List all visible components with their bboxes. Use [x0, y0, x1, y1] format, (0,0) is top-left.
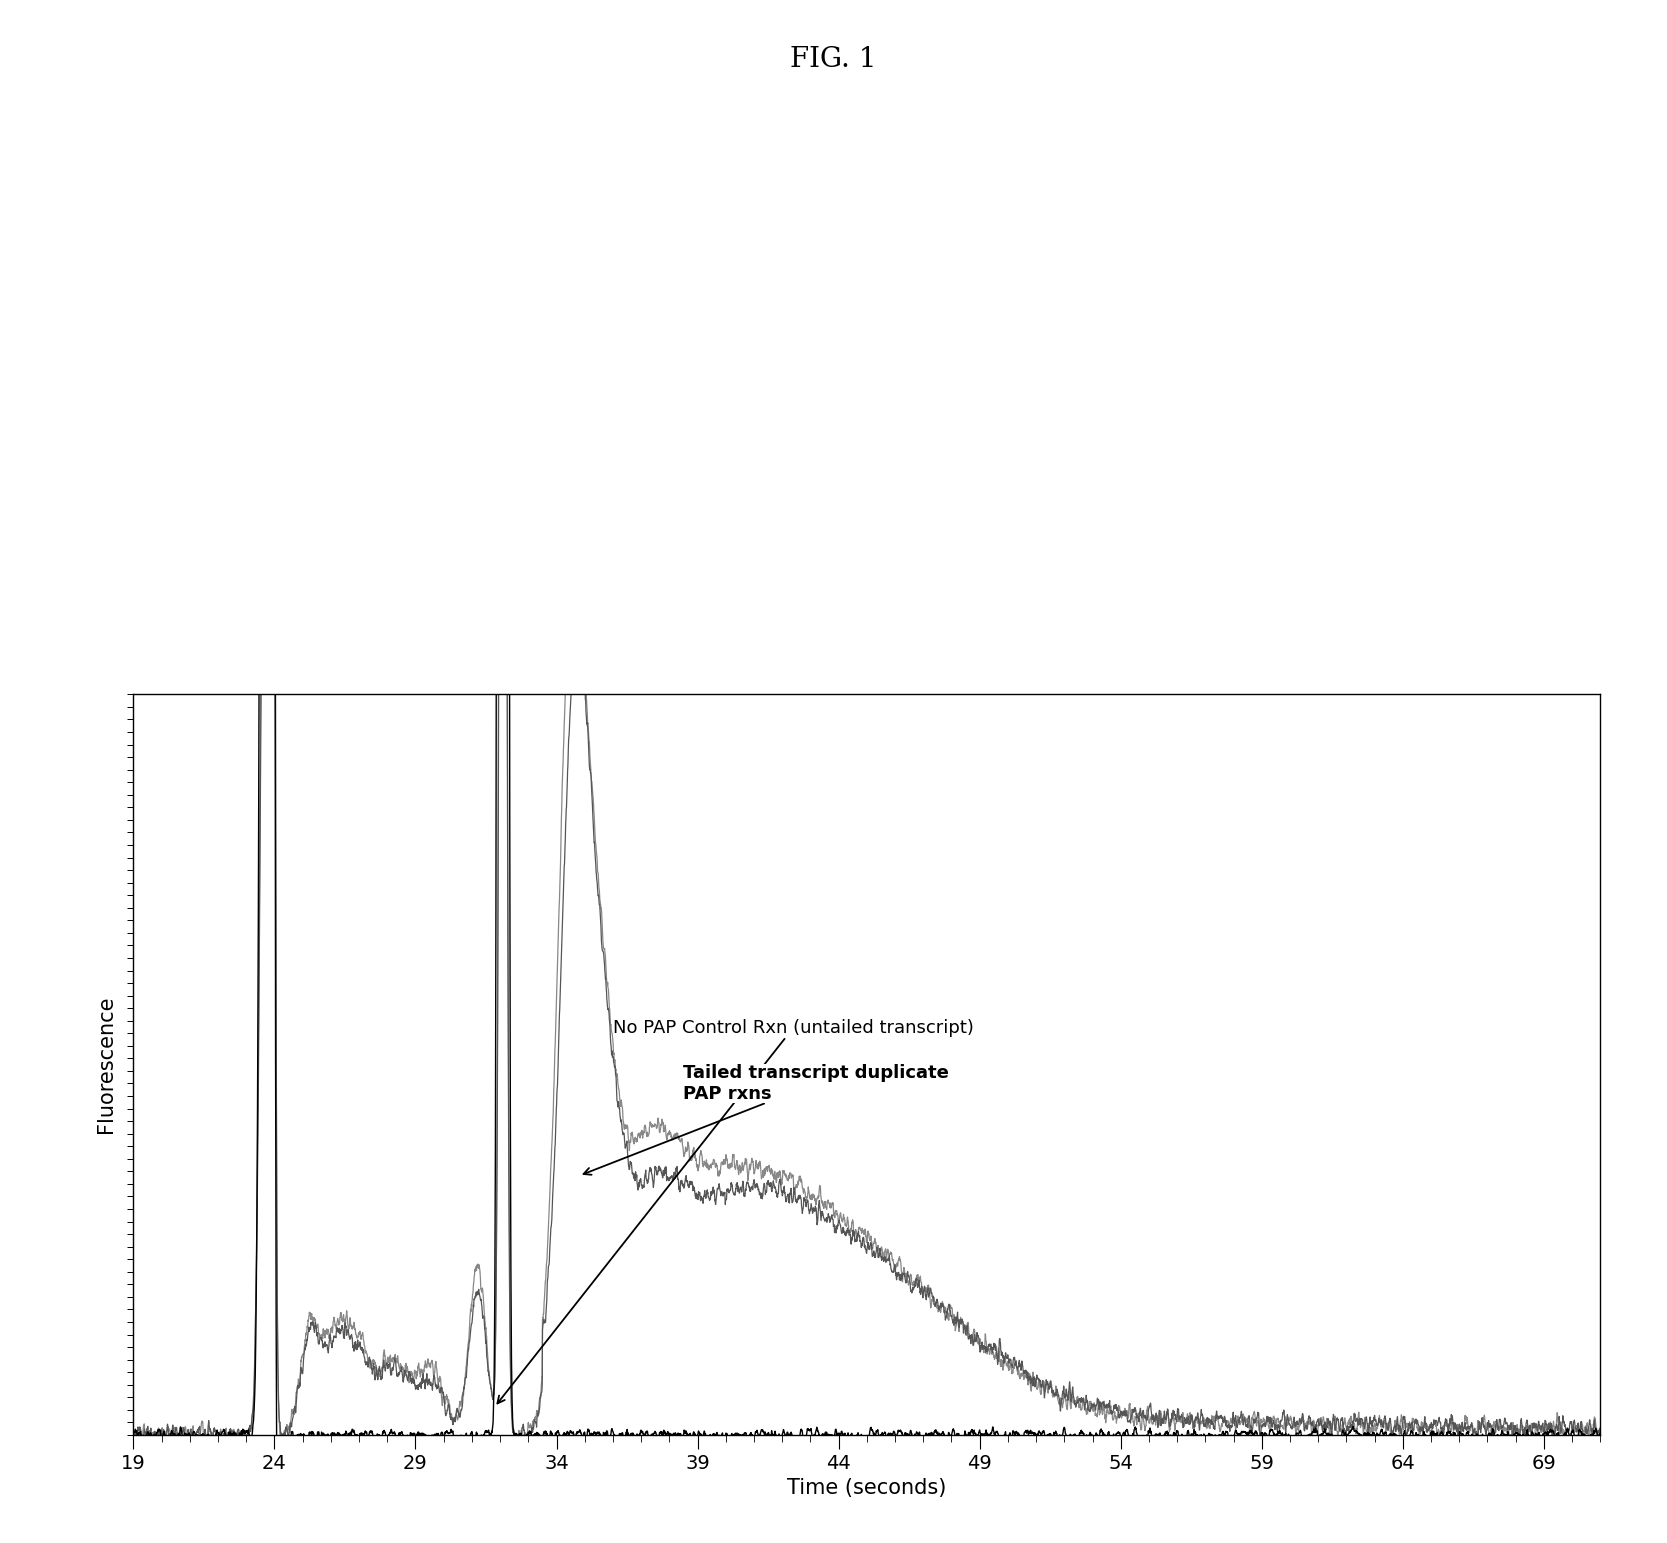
Text: Tailed transcript duplicate
PAP rxns: Tailed transcript duplicate PAP rxns — [583, 1063, 949, 1174]
Text: FIG. 1: FIG. 1 — [790, 46, 877, 73]
Text: No PAP Control Rxn (untailed transcript): No PAP Control Rxn (untailed transcript) — [497, 1018, 974, 1404]
X-axis label: Time (seconds): Time (seconds) — [787, 1478, 947, 1498]
Y-axis label: Fluorescence: Fluorescence — [97, 995, 117, 1134]
